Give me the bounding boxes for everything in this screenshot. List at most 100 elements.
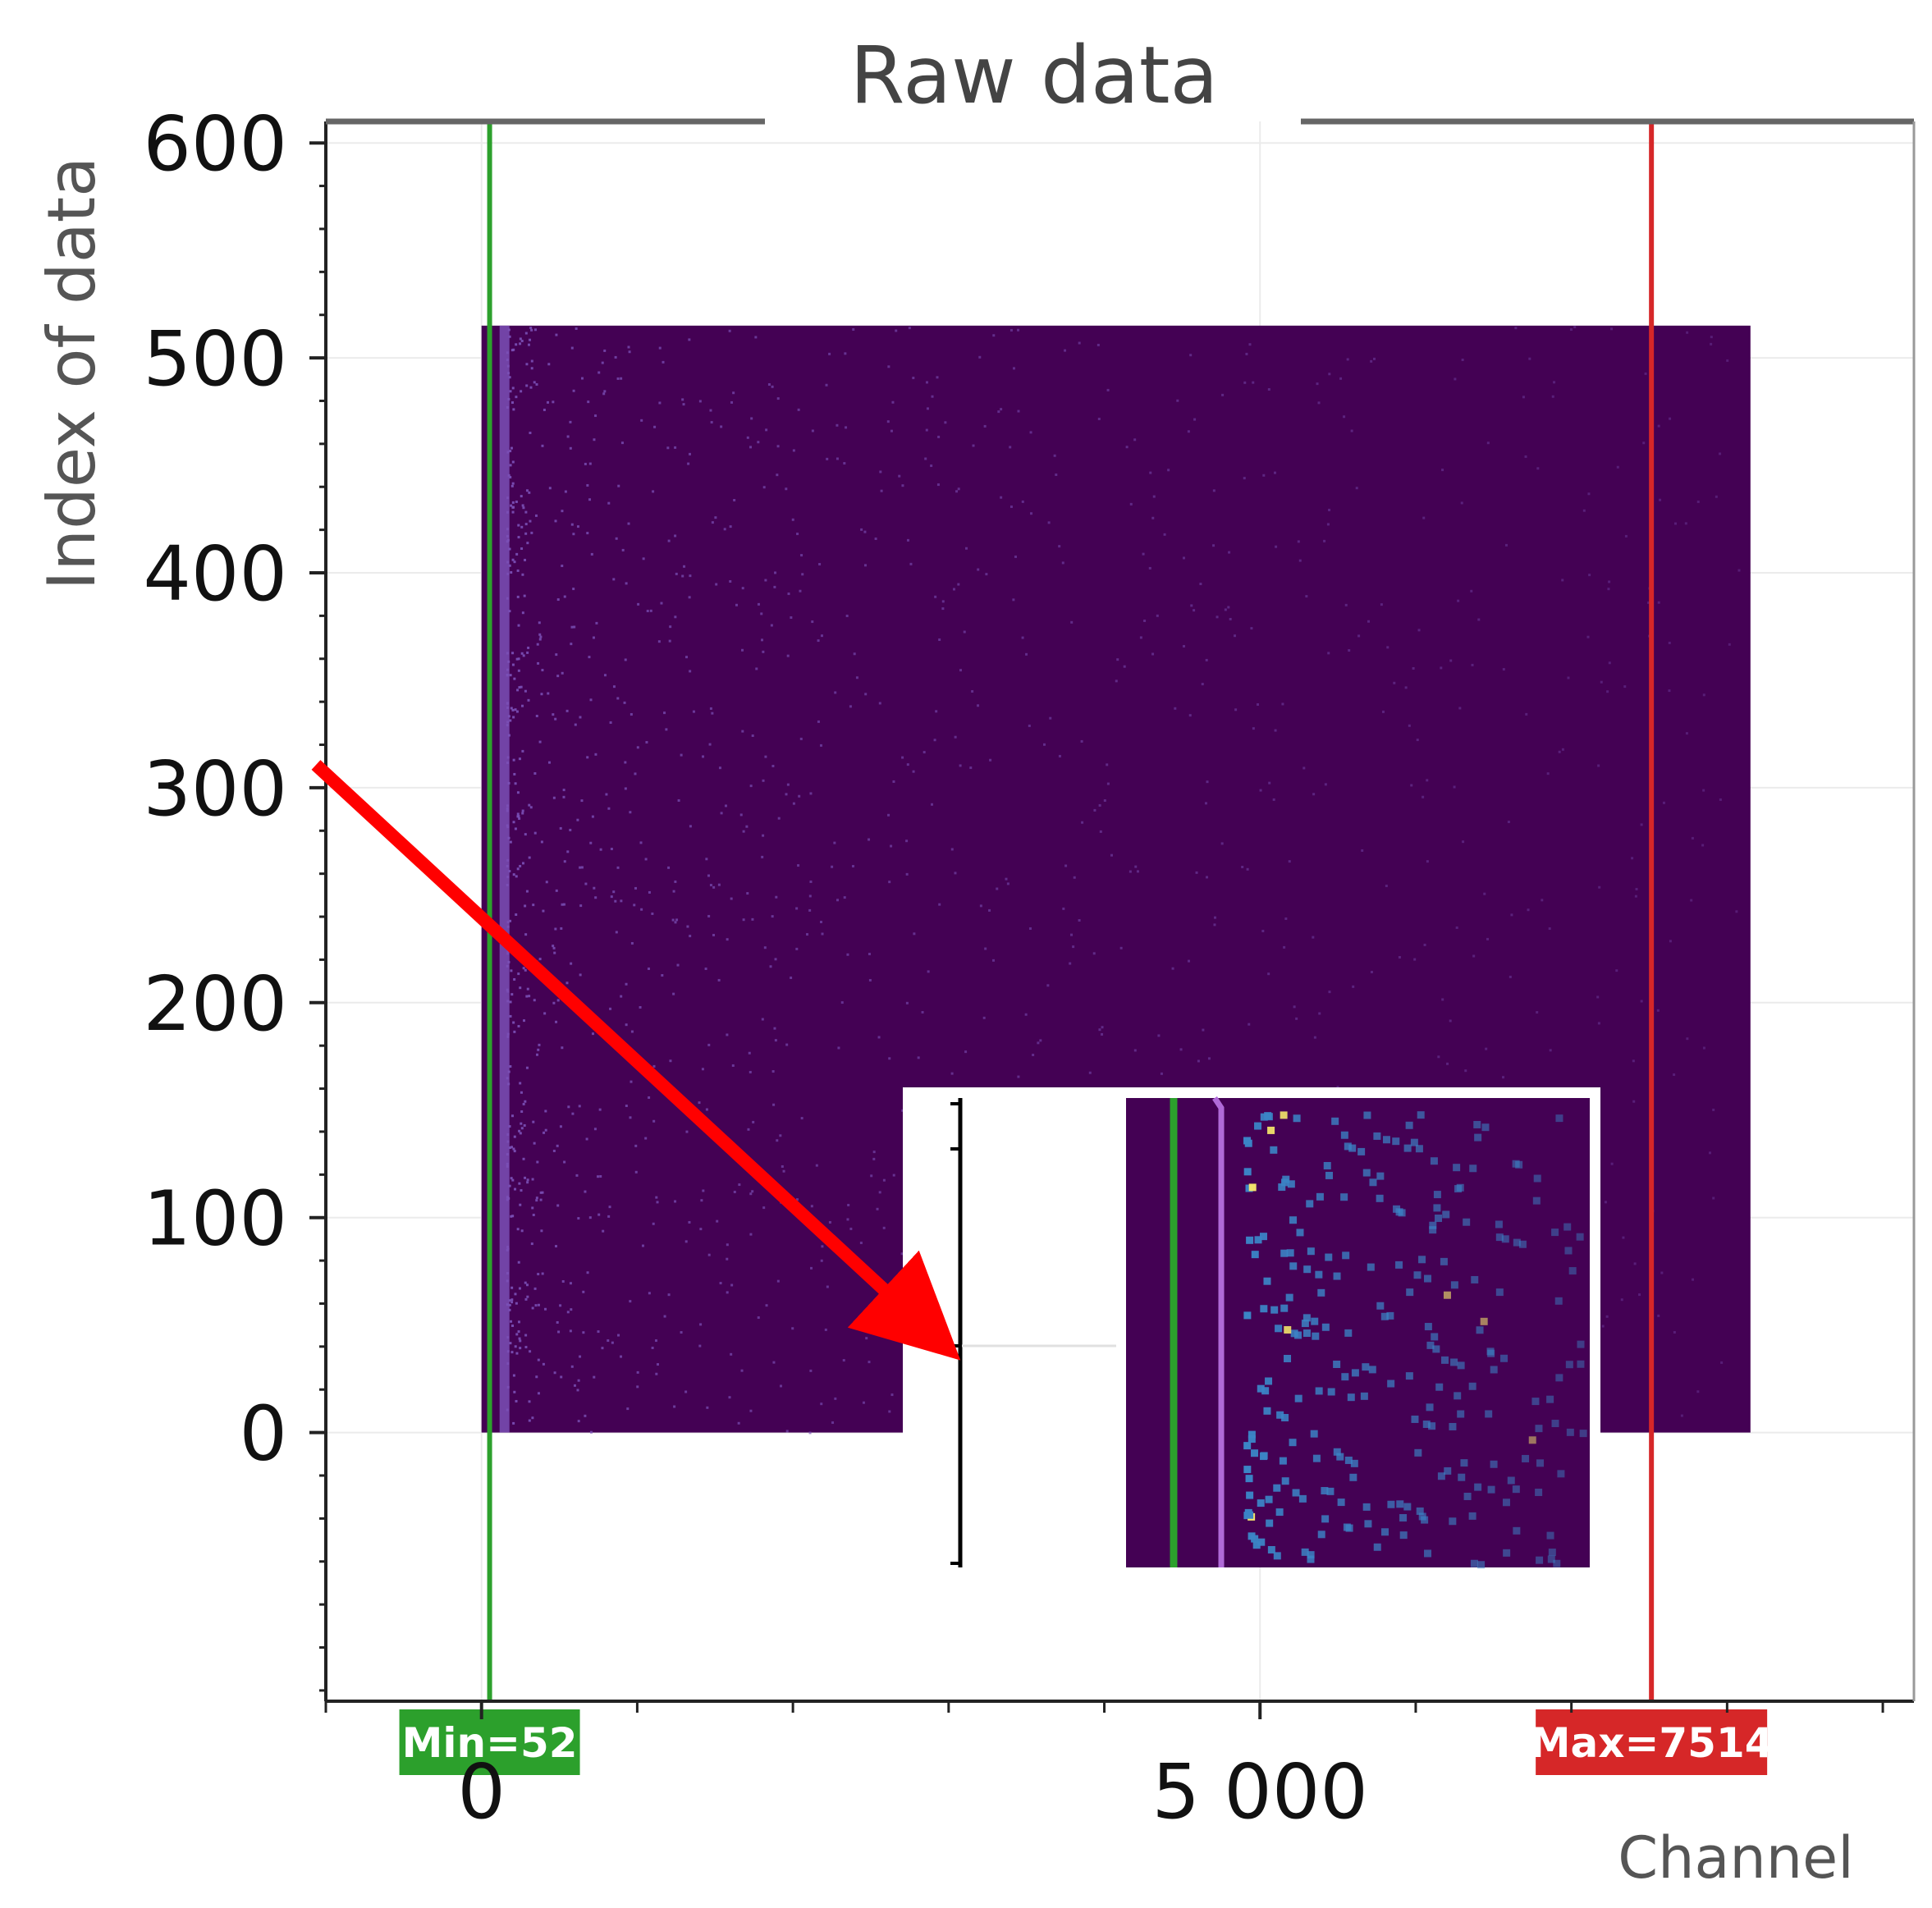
heatmap-pixel [1597, 1022, 1600, 1025]
inset-pixel [1260, 1305, 1268, 1313]
inset-pixel [1579, 1430, 1587, 1438]
heatmap-pixel [1106, 388, 1110, 391]
heatmap-pixel [542, 1362, 545, 1366]
heatmap-pixel [580, 799, 584, 803]
inset-pixel [1417, 1111, 1425, 1119]
inset-pixel [1376, 1172, 1385, 1180]
heatmap-pixel [535, 1375, 538, 1379]
heatmap-pixel [887, 365, 890, 368]
inset-pixel [1528, 1436, 1536, 1444]
inset-pixel [1344, 1456, 1353, 1464]
heatmap-pixel [1502, 668, 1505, 671]
heatmap-pixel [795, 1198, 799, 1201]
heatmap-pixel [506, 988, 509, 991]
inset-pixel [1386, 1311, 1394, 1320]
inset-pixel [1254, 1122, 1262, 1130]
heatmap-pixel [1615, 969, 1618, 972]
heatmap-pixel [507, 734, 510, 737]
heatmap-pixel [506, 1198, 509, 1201]
heatmap-pixel [506, 756, 510, 759]
heatmap-pixel [863, 530, 867, 533]
inset-pixel [1275, 1325, 1283, 1333]
heatmap-pixel [630, 1030, 634, 1033]
heatmap-pixel [652, 1222, 655, 1225]
heatmap-pixel [978, 355, 982, 359]
x-axis-ticks: 0 5 000 [324, 1701, 1884, 1836]
heatmap-pixel [586, 1271, 589, 1274]
y-tick-label: 300 [143, 745, 287, 833]
heatmap-pixel [663, 711, 666, 715]
heatmap-pixel [506, 990, 510, 993]
heatmap-pixel [675, 572, 678, 575]
heatmap-pixel [597, 1330, 600, 1334]
heatmap-pixel [1441, 469, 1444, 472]
inset-pixel [1267, 1126, 1275, 1134]
heatmap-pixel [521, 704, 524, 707]
heatmap-pixel [773, 585, 776, 588]
heatmap-pixel [749, 785, 753, 788]
heatmap-pixel [1246, 867, 1249, 871]
heatmap-pixel [569, 828, 572, 831]
heatmap-pixel [752, 1120, 755, 1123]
heatmap-pixel [572, 389, 575, 392]
heatmap-pixel [1313, 1036, 1316, 1039]
heatmap-pixel [742, 830, 745, 833]
heatmap-pixel [674, 880, 677, 883]
heatmap-pixel [776, 445, 780, 448]
heatmap-pixel [938, 903, 941, 906]
inset-pixel [1426, 1341, 1435, 1349]
heatmap-pixel [797, 408, 800, 411]
inset-pixel [1340, 1193, 1348, 1201]
heatmap-pixel [598, 1108, 602, 1111]
heatmap-pixel [774, 1039, 777, 1042]
heatmap-pixel [625, 582, 628, 585]
heatmap-pixel [762, 650, 765, 653]
heatmap-pixel [825, 383, 828, 387]
inset-pixel [1373, 1543, 1381, 1551]
inset-pixel [1449, 1517, 1457, 1526]
heatmap-pixel [528, 803, 531, 807]
heatmap-pixel [1712, 1197, 1715, 1200]
inset-pixel [1325, 1253, 1333, 1261]
heatmap-pixel [615, 931, 618, 934]
heatmap-pixel [1610, 1162, 1614, 1165]
heatmap-pixel [566, 435, 570, 438]
inset-pixel [1351, 1369, 1359, 1377]
heatmap-pixel [517, 657, 520, 661]
inset-pixel [1470, 1559, 1478, 1567]
heatmap-pixel [1143, 619, 1147, 622]
heatmap-pixel [634, 886, 638, 890]
heatmap-pixel [620, 1355, 623, 1358]
heatmap-pixel [530, 367, 533, 370]
heatmap-pixel [715, 583, 718, 586]
heatmap-pixel [674, 921, 677, 924]
inset-pixel [1551, 1420, 1559, 1428]
heatmap-pixel [855, 676, 858, 679]
heatmap-pixel [685, 656, 689, 659]
heatmap-pixel [580, 866, 584, 869]
y-tick-label: 200 [143, 960, 287, 1048]
heatmap-pixel [510, 1301, 514, 1304]
heatmap-pixel [1193, 418, 1197, 421]
heatmap-pixel [591, 815, 594, 818]
heatmap-pixel [524, 1100, 527, 1103]
heatmap-pixel [888, 1057, 891, 1060]
inset-pixel [1373, 1132, 1381, 1140]
heatmap-pixel [1501, 1076, 1504, 1079]
heatmap-pixel [647, 968, 650, 971]
heatmap-pixel [836, 423, 839, 427]
heatmap-pixel [681, 574, 684, 578]
inset-pixel [1376, 1302, 1385, 1310]
heatmap-pixel [506, 1362, 510, 1366]
inset-pixel [1393, 1205, 1401, 1213]
heatmap-pixel [1206, 876, 1209, 879]
heatmap-pixel [529, 338, 532, 341]
inset-pixel [1278, 1183, 1286, 1192]
inset-pixel [1454, 1392, 1462, 1400]
heatmap-pixel [625, 1023, 628, 1027]
heatmap-pixel [506, 668, 509, 671]
heatmap-pixel [667, 1293, 671, 1297]
heatmap-pixel [1312, 793, 1316, 796]
heatmap-pixel [1009, 506, 1013, 509]
heatmap-pixel [888, 1410, 891, 1413]
